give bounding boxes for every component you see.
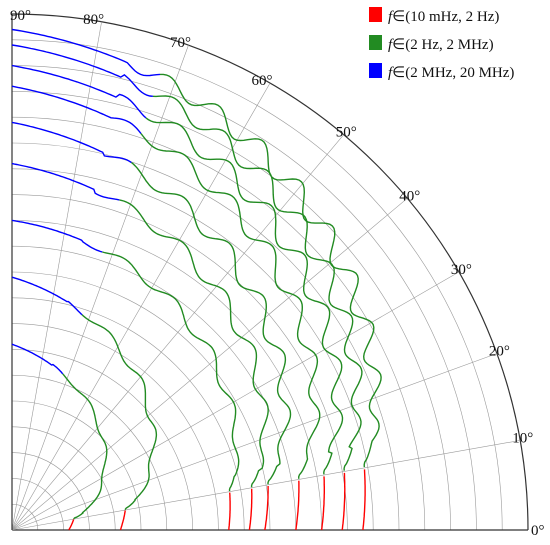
polar-grid [11,13,529,531]
legend-swatch-blue [369,63,382,78]
curve-red [248,488,253,531]
angle-tick-10: 10° [512,430,533,446]
curve-blue [11,64,147,119]
grid-circle [11,91,451,531]
grid-spoke [11,134,344,531]
curve-blue [11,276,83,316]
legend-in-red: ∈ [392,9,405,25]
angle-tick-40: 40° [399,188,420,204]
legend-swatch-red [369,7,382,22]
curve-green [102,251,240,492]
grid-spoke [11,440,521,531]
legend-in-green: ∈ [392,37,405,53]
grid-spoke [11,45,189,531]
grid-circle [11,426,116,531]
legend-entry-green: f∈(2 Hz, 2 MHz) [388,37,494,53]
grid-spoke [11,21,102,531]
angle-tick-20: 20° [489,344,510,360]
angle-tick-60: 60° [252,73,273,89]
curve-green [152,95,363,471]
grid-circle [11,194,348,531]
grid-spoke [11,353,497,531]
legend-entry-red: f∈(10 mHz, 2 Hz) [388,9,499,25]
angle-tick-50: 50° [336,125,357,141]
legend-in-blue: ∈ [392,65,405,81]
curve-red [295,480,300,531]
grid-circle [11,503,39,531]
legend-label-blue: (2 MHz, 20 MHz) [405,65,514,81]
data-curves [11,28,382,531]
legend-f-blue: f [388,65,394,81]
grid-circle [11,142,400,531]
grid-spoke [11,82,271,531]
grid-circle [11,297,245,531]
curve-red [320,476,325,531]
curve-red [119,510,126,531]
curve-red [228,492,231,531]
curve-green [160,73,382,468]
grid-circle [11,452,90,531]
curve-blue [11,162,120,201]
grid-circle [11,323,219,531]
grid-spoke [11,198,408,531]
angle-tick-80: 80° [83,12,104,28]
angle-tick-labels: 0° 10° 20° 30° 40° 50° 60° 70° 80° 90° [10,8,545,539]
curve-green [81,314,158,510]
grid-circle [11,39,503,531]
grid-spoke [11,271,460,531]
grid-circle [11,271,271,531]
curve-green [140,132,321,479]
curve-blue [11,219,103,253]
curve-blue [11,121,132,164]
curve-blue [11,343,64,375]
legend-label-red: (10 mHz, 2 Hz) [405,9,499,25]
curve-green [119,199,269,488]
angle-tick-70: 70° [170,35,191,51]
legend-entry-blue: f∈(2 MHz, 20 MHz) [388,65,514,81]
grid-circle [11,478,64,531]
curve-blue [11,44,153,97]
curve-blue [11,28,161,77]
angle-tick-0: 0° [531,523,545,539]
curve-red [68,519,75,531]
grid-circle [11,116,426,531]
curve-green [130,161,292,485]
legend-f-red: f [388,9,394,25]
curve-red [362,469,366,531]
angle-tick-30: 30° [451,262,472,278]
grid-circle [11,374,168,531]
curve-green [62,373,108,520]
legend: f∈(10 mHz, 2 Hz) f∈(2 Hz, 2 MHz) f∈(2 MH… [369,7,514,81]
angle-tick-90: 90° [10,8,31,24]
curve-red [341,472,346,531]
legend-label-green: (2 Hz, 2 MHz) [405,37,493,53]
grid-circle [11,65,477,531]
legend-swatch-green [369,35,382,50]
grid-circle [11,349,193,531]
curve-red [264,486,269,531]
grid-circle [11,245,297,531]
curve-blue [11,85,142,134]
grid-circle [11,13,529,531]
curve-green [145,117,344,475]
grid-circle [11,168,374,531]
legend-f-green: f [388,37,394,53]
